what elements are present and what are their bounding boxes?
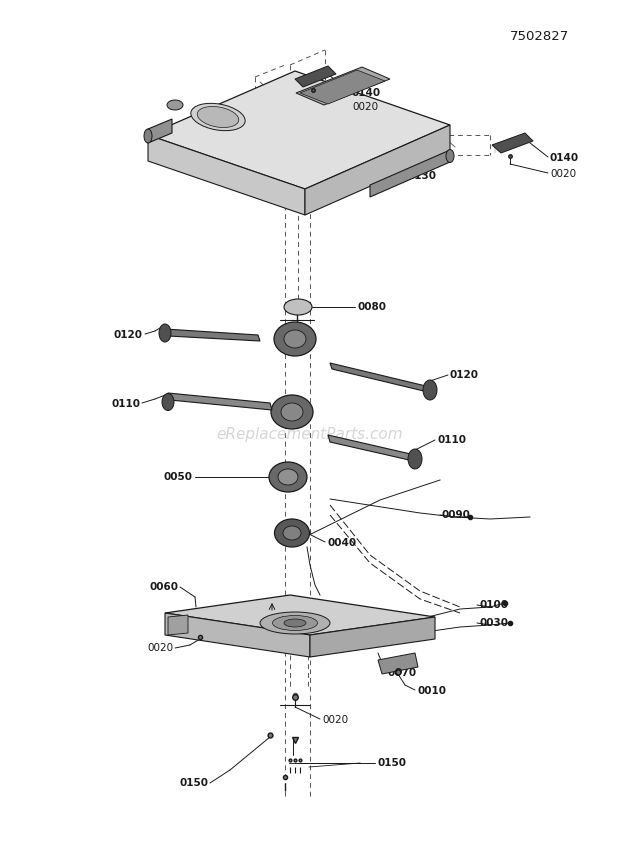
Polygon shape xyxy=(168,393,272,410)
Polygon shape xyxy=(148,71,450,189)
Polygon shape xyxy=(165,329,260,341)
Text: 0040: 0040 xyxy=(327,538,356,548)
Text: 0150: 0150 xyxy=(179,778,208,788)
Ellipse shape xyxy=(197,107,239,127)
Ellipse shape xyxy=(144,129,152,143)
Text: 0130: 0130 xyxy=(408,171,437,181)
Text: 0090: 0090 xyxy=(442,510,471,520)
Text: 0020: 0020 xyxy=(322,715,348,725)
Ellipse shape xyxy=(275,519,309,547)
Ellipse shape xyxy=(167,100,183,110)
Text: 0120: 0120 xyxy=(114,330,143,340)
Ellipse shape xyxy=(260,612,330,634)
Ellipse shape xyxy=(273,616,317,630)
Ellipse shape xyxy=(283,526,301,540)
Ellipse shape xyxy=(284,330,306,348)
Text: 0020: 0020 xyxy=(147,643,173,653)
Polygon shape xyxy=(148,119,172,143)
Ellipse shape xyxy=(278,469,298,485)
Polygon shape xyxy=(492,133,533,153)
Polygon shape xyxy=(295,66,336,87)
Polygon shape xyxy=(378,653,418,674)
Ellipse shape xyxy=(446,150,454,162)
Text: 0010: 0010 xyxy=(417,686,446,696)
Text: 0140: 0140 xyxy=(352,88,381,98)
Ellipse shape xyxy=(191,103,245,131)
Ellipse shape xyxy=(274,322,316,356)
Text: 0080: 0080 xyxy=(357,302,386,312)
Text: 0150: 0150 xyxy=(377,758,406,768)
Polygon shape xyxy=(305,125,450,215)
Text: 0020: 0020 xyxy=(352,102,378,112)
Ellipse shape xyxy=(408,449,422,469)
Polygon shape xyxy=(168,615,188,635)
Ellipse shape xyxy=(269,462,307,492)
Text: 0070: 0070 xyxy=(387,668,416,678)
Polygon shape xyxy=(296,67,390,105)
Text: 0020: 0020 xyxy=(550,169,576,179)
Polygon shape xyxy=(370,150,450,197)
Polygon shape xyxy=(165,595,435,635)
Text: eReplacementParts.com: eReplacementParts.com xyxy=(216,428,404,443)
Text: 0120: 0120 xyxy=(450,370,479,380)
Ellipse shape xyxy=(284,299,312,315)
Ellipse shape xyxy=(423,380,437,400)
Ellipse shape xyxy=(284,619,306,627)
Ellipse shape xyxy=(271,395,313,429)
Text: 0050: 0050 xyxy=(164,472,193,482)
Polygon shape xyxy=(310,617,435,657)
Polygon shape xyxy=(165,613,310,657)
Ellipse shape xyxy=(281,403,303,421)
Ellipse shape xyxy=(162,393,174,410)
Text: 0060: 0060 xyxy=(149,582,178,592)
Text: 0030: 0030 xyxy=(479,618,508,628)
Text: 0140: 0140 xyxy=(550,153,579,163)
Text: 0110: 0110 xyxy=(437,435,466,445)
Text: 7502827: 7502827 xyxy=(510,31,569,44)
Polygon shape xyxy=(148,135,305,215)
Ellipse shape xyxy=(159,324,171,342)
Polygon shape xyxy=(330,363,432,393)
Polygon shape xyxy=(328,435,418,462)
Text: 0100: 0100 xyxy=(479,600,508,610)
Text: 0110: 0110 xyxy=(111,399,140,409)
Polygon shape xyxy=(300,70,385,104)
